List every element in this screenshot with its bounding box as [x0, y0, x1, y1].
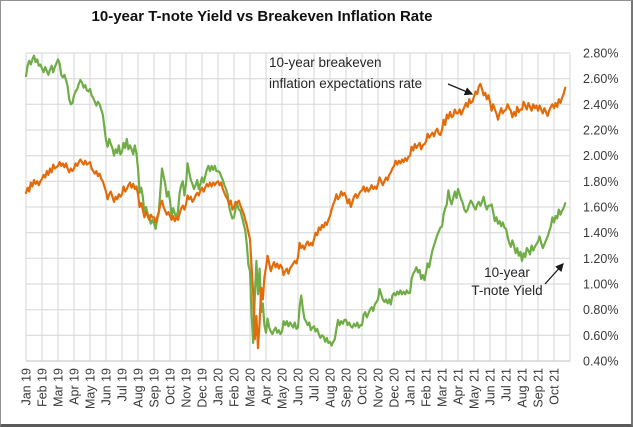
annotation-breakeven-line1: 10-year breakeven — [269, 55, 382, 70]
y-tick-label: 2.40% — [583, 98, 618, 112]
x-tick-label: Jan 20 — [212, 368, 226, 406]
annotation-breakeven-label: 10-year breakeven inflation expectations… — [269, 52, 422, 94]
y-tick-label: 1.80% — [583, 175, 618, 189]
x-tick-label: Dec 19 — [196, 368, 210, 408]
y-tick-label: 1.20% — [583, 252, 618, 266]
y-tick-label: 2.60% — [583, 72, 618, 86]
x-tick-label: May 20 — [276, 368, 290, 409]
y-tick-label: 1.40% — [583, 226, 618, 240]
x-tick-label: Feb 21 — [420, 368, 434, 407]
x-tick-label: Jun 21 — [484, 368, 498, 406]
x-tick-label: Mar 19 — [52, 368, 66, 407]
x-tick-label: Apr 21 — [452, 368, 466, 405]
x-tick-label: Oct 21 — [548, 368, 562, 405]
x-tick-label: Oct 19 — [164, 368, 178, 405]
x-tick-label: Jan 19 — [20, 368, 34, 406]
annotation-tnote-line2: T-note Yield — [471, 283, 543, 298]
y-tick-label: 0.80% — [583, 303, 618, 317]
x-tick-label: Aug 21 — [516, 368, 530, 408]
x-tick-label: Feb 19 — [36, 368, 50, 407]
x-tick-label: Jan 21 — [404, 368, 418, 406]
x-tick-label: Apr 20 — [260, 368, 274, 405]
x-tick-label: Aug 19 — [132, 368, 146, 408]
series-line-tnote-yield — [24, 54, 567, 347]
annotation-tnote-label: 10-year T-note Yield — [453, 264, 561, 300]
x-tick-label: Sep 21 — [532, 368, 546, 408]
x-tick-label: Jul 20 — [308, 368, 322, 401]
x-tick-label: Sep 19 — [148, 368, 162, 408]
x-tick-label: Nov 20 — [372, 368, 386, 408]
x-tick-label: May 19 — [84, 368, 98, 409]
x-tick-label: Dec 20 — [388, 368, 402, 408]
annotation-breakeven-line2: inflation expectations rate — [269, 76, 423, 91]
series-line-breakeven — [24, 82, 567, 350]
x-tick-label: Feb 20 — [228, 368, 242, 407]
chart-title: 10-year T-note Yield vs Breakeven Inflat… — [91, 8, 433, 25]
x-tick-label: Oct 20 — [356, 368, 370, 405]
y-tick-label: 0.40% — [583, 355, 618, 369]
y-tick-label: 1.00% — [583, 278, 618, 292]
y-tick-label: 2.20% — [583, 124, 618, 138]
x-tick-label: Mar 20 — [244, 368, 258, 407]
x-tick-label: Sep 20 — [340, 368, 354, 408]
y-tick-label: 2.80% — [583, 47, 618, 61]
x-tick-label: Jul 19 — [116, 368, 130, 401]
y-tick-label: 2.00% — [583, 149, 618, 163]
x-tick-label: May 21 — [468, 368, 482, 409]
annotation-tnote-line1: 10-year — [484, 265, 530, 280]
x-tick-label: Mar 21 — [436, 368, 450, 407]
x-tick-label: Jul 21 — [500, 368, 514, 401]
x-tick-label: Nov 19 — [180, 368, 194, 408]
y-tick-label: 1.60% — [583, 201, 618, 215]
x-tick-label: Apr 19 — [68, 368, 82, 405]
x-tick-label: Aug 20 — [324, 368, 338, 408]
x-tick-label: Jun 20 — [292, 368, 306, 406]
x-tick-label: Jun 19 — [100, 368, 114, 406]
y-tick-label: 0.60% — [583, 329, 618, 343]
